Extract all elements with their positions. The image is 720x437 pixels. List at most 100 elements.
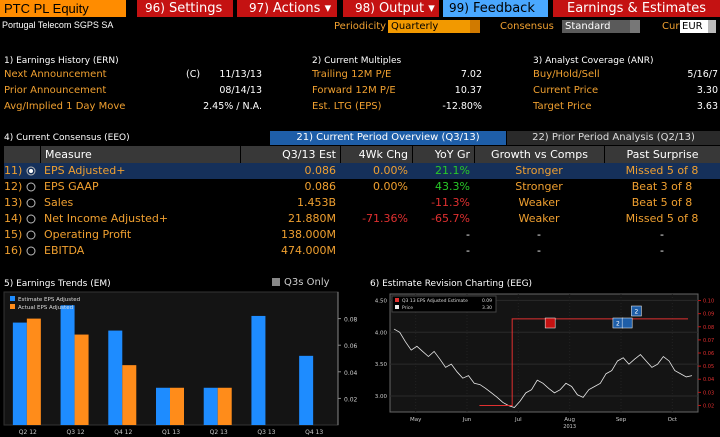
growth-cell: Stronger	[515, 164, 563, 177]
estimate-cell: 0.086	[304, 180, 337, 193]
change-cell: -71.36%	[362, 212, 408, 225]
event-marker-label: 2	[616, 321, 620, 328]
row-number: 11)	[4, 164, 23, 177]
feedback-button[interactable]: 99) Feedback	[443, 0, 548, 17]
yoy-cell: 43.3%	[435, 180, 470, 193]
table-row[interactable]: 11) EPS Adjusted+ 0.086 0.00% 21.1% Stronger M…	[4, 163, 720, 179]
chevron-down-icon	[470, 20, 480, 33]
x-tick-label: Jul	[514, 417, 522, 423]
ticker-field[interactable]: PTC PL Equity	[0, 0, 126, 17]
current-multiples-title[interactable]: 2) Current Multiples	[312, 56, 402, 66]
output-menu-button[interactable]: 98) Output ▾	[343, 0, 439, 17]
radio-icon[interactable]	[26, 243, 38, 259]
tab-current-period-overview[interactable]: 21) Current Period Overview (Q3/13)	[270, 131, 506, 145]
measure-cell: EBITDA	[44, 244, 85, 257]
radio-icon[interactable]	[26, 179, 38, 195]
chevron-down-icon	[708, 20, 716, 33]
column-header-measure[interactable]: Measure	[40, 146, 240, 163]
table-row[interactable]: 12) EPS GAAP 0.086 0.00% 43.3% Stronger Beat 3…	[4, 179, 720, 195]
radio-icon[interactable]	[26, 195, 38, 211]
column-header-growth-vs-comps[interactable]: Growth vs Comps	[474, 146, 604, 163]
chevron-down-icon	[630, 20, 640, 33]
currency-value: EUR	[682, 21, 703, 32]
settings-button[interactable]: 96) Settings	[137, 0, 233, 17]
periodicity-value: Quarterly	[391, 21, 439, 32]
tab-prior-period-analysis[interactable]: 22) Prior Period Analysis (Q2/13)	[507, 131, 720, 145]
consensus-dropdown[interactable]: Standard	[562, 20, 640, 33]
settings-number: 96)	[145, 1, 165, 15]
table-row[interactable]: 14) Net Income Adjusted+ 21.880M -71.36% -65…	[4, 211, 720, 227]
row-number: 14)	[4, 212, 23, 225]
table-row[interactable]: 15) Operating Profit 138.000M - - -	[4, 227, 720, 243]
change-cell	[340, 227, 408, 243]
q3s-only-toggle[interactable]: Q3s Only	[272, 277, 330, 288]
estimate-line	[479, 318, 688, 406]
next-announcement-label: Next Announcement	[4, 69, 107, 80]
surprise-cell: Beat 3 of 8	[631, 180, 693, 193]
surprise-cell: -	[660, 228, 664, 241]
column-header-yoy-growth[interactable]: YoY Gr	[412, 146, 474, 163]
table-row[interactable]: 13) Sales 1.453B -11.3% Weaker Beat 5 of 8	[4, 195, 720, 211]
consensus-value: Standard	[565, 21, 611, 32]
right-y-tick-label: 0.04	[703, 377, 714, 383]
change-cell	[340, 195, 408, 211]
screen-title: Earnings & Estimates	[553, 0, 720, 17]
legend-label: Q3 13 EPS Adjusted Estimate	[402, 298, 468, 304]
actual-bar	[74, 334, 89, 425]
x-tick-label: Q4 13	[305, 429, 323, 436]
row-number: 15)	[4, 228, 23, 241]
actions-menu-button[interactable]: 97) Actions ▾	[237, 0, 337, 17]
event-marker	[631, 305, 642, 317]
estimate-bar	[108, 330, 123, 425]
radio-icon[interactable]	[26, 211, 38, 227]
measure-cell: Operating Profit	[44, 228, 132, 241]
analyst-coverage-title[interactable]: 3) Analyst Coverage (ANR)	[533, 56, 654, 66]
forward-pe-label: Forward 12M P/E	[312, 85, 396, 96]
estimate-cell: 1.453B	[296, 196, 336, 209]
right-y-tick-label: 0.08	[703, 325, 714, 331]
estimate-bar	[299, 355, 314, 425]
earnings-history-title[interactable]: 1) Earnings History (ERN)	[4, 56, 119, 66]
left-y-tick-label: 4.50	[375, 298, 388, 304]
row-number: 12)	[4, 180, 23, 193]
column-header-4wk-change[interactable]: 4Wk Chg	[340, 146, 412, 163]
radio-icon[interactable]	[26, 227, 38, 243]
checkbox-icon[interactable]	[272, 278, 280, 286]
currency-dropdown[interactable]: EUR	[680, 20, 716, 33]
row-number: 13)	[4, 196, 23, 209]
ticker-text: PTC PL Equity	[4, 1, 89, 16]
left-y-tick-label: 4.00	[375, 330, 388, 336]
avg-move-label: Avg/Implied 1 Day Move	[4, 101, 126, 112]
earnings-trends-title[interactable]: 5) Earnings Trends (EM)	[4, 279, 111, 289]
growth-cell: Weaker	[518, 212, 560, 225]
chevron-down-icon: ▾	[428, 1, 435, 16]
estimate-cell: 21.880M	[288, 212, 336, 225]
estimate-revision-title[interactable]: 6) Estimate Revision Charting (EEG)	[370, 279, 533, 289]
legend-swatch	[10, 296, 15, 301]
column-header-estimate[interactable]: Q3/13 Est	[240, 146, 340, 163]
settings-label: Settings	[168, 1, 223, 16]
radio-icon[interactable]	[26, 163, 38, 179]
x-tick-label: May	[410, 417, 422, 423]
periodicity-dropdown[interactable]: Quarterly	[388, 20, 480, 33]
x-tick-label: Jun	[462, 417, 472, 423]
current-consensus-title[interactable]: 4) Current Consensus (EEO)	[4, 133, 130, 143]
estimate-bar	[251, 315, 266, 425]
legend-label: Estimate EPS Adjusted	[18, 297, 80, 303]
column-header-number	[4, 146, 40, 163]
right-y-tick-label: 0.07	[703, 338, 714, 344]
y-tick-label: 0.08	[344, 317, 358, 324]
actions-number: 97)	[249, 1, 269, 15]
actual-bar	[170, 387, 184, 425]
table-row[interactable]: 16) EBITDA 474.000M - - -	[4, 243, 720, 259]
estimate-cell: 0.086	[304, 164, 337, 177]
periodicity-label: Periodicity	[334, 21, 387, 32]
current-price-value: 3.30	[696, 85, 718, 96]
event-marker-label: 2	[634, 309, 638, 316]
legend-swatch	[395, 305, 399, 309]
feedback-number: 99)	[449, 1, 469, 15]
x-tick-label: Q4 12	[114, 429, 132, 436]
growth-cell: -	[537, 244, 541, 257]
trailing-pe-label: Trailing 12M P/E	[312, 69, 392, 80]
column-header-past-surprise[interactable]: Past Surprise	[604, 146, 720, 163]
